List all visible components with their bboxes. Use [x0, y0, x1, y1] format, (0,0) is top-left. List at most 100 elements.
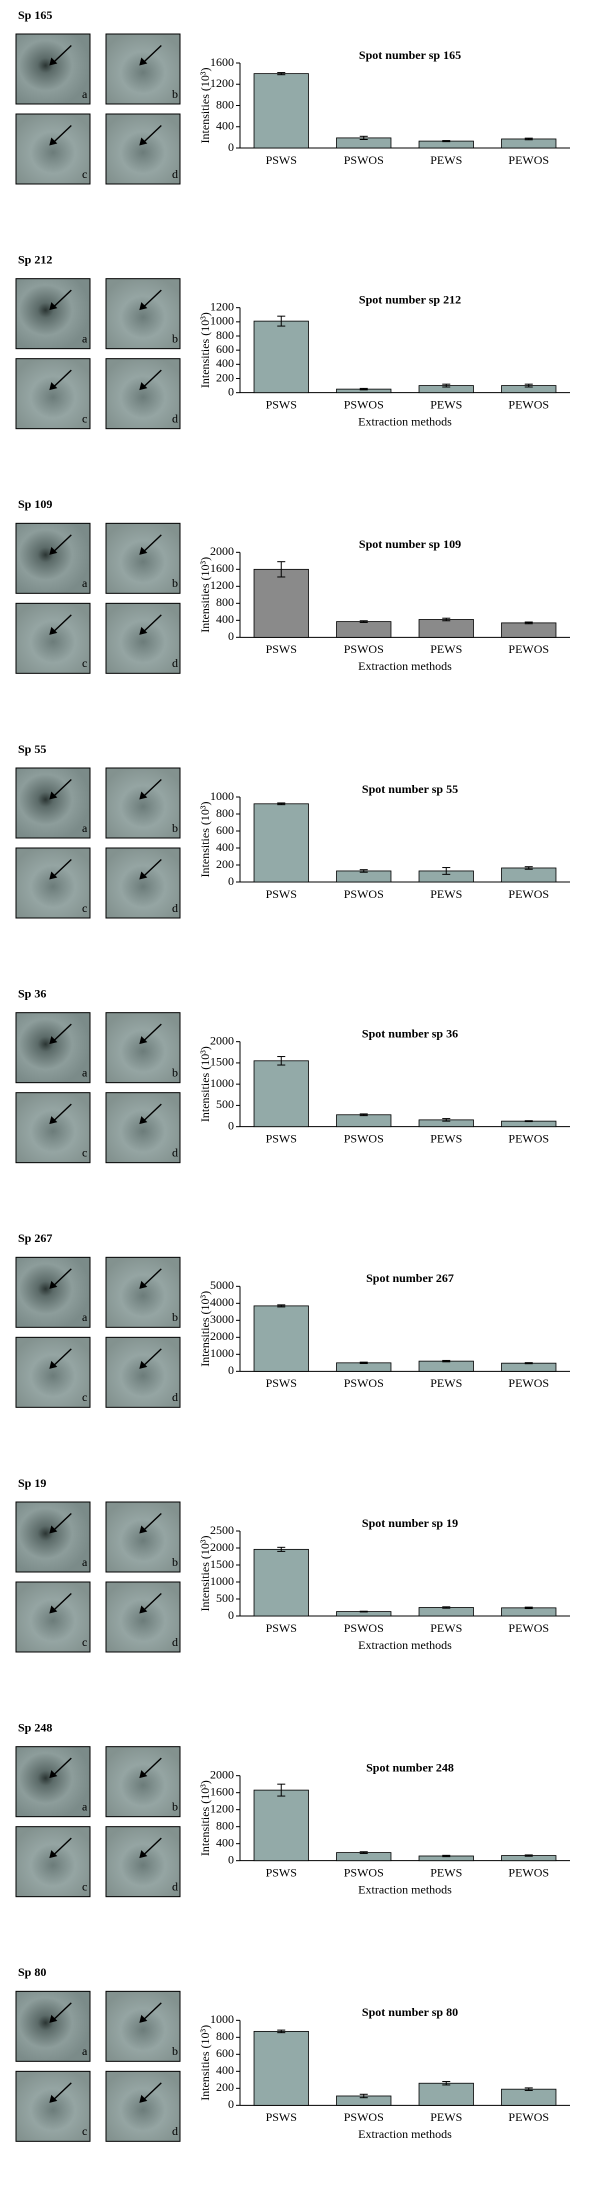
- gel-image: [15, 278, 91, 350]
- bar: [336, 621, 392, 638]
- x-tick-label: PEWOS: [508, 1376, 549, 1390]
- image-letter: b: [172, 1310, 178, 1324]
- spot-label: Sp 19: [18, 1476, 46, 1490]
- arrow-head: [49, 57, 58, 66]
- arrow-head: [49, 1116, 58, 1125]
- x-tick-label: PEWS: [430, 153, 462, 167]
- bar: [501, 867, 557, 883]
- y-tick-label: 400: [216, 840, 234, 854]
- y-tick-label: 800: [216, 328, 234, 342]
- y-axis-label: Intensities (10³): [198, 557, 212, 633]
- arrow: [141, 1023, 162, 1043]
- image-letter: c: [82, 167, 87, 181]
- arrow: [51, 124, 72, 145]
- y-tick-label: 1200: [210, 578, 234, 592]
- bar: [253, 1305, 309, 1372]
- spot-label: Sp 80: [18, 1965, 46, 1979]
- arrow: [141, 289, 162, 309]
- arrow-head: [139, 626, 148, 635]
- bar: [253, 568, 309, 638]
- chart-title: Spot number sp 165: [359, 48, 461, 62]
- bar: [501, 2088, 557, 2106]
- y-tick-label: 0: [228, 2097, 234, 2111]
- y-tick-label: 0: [228, 1118, 234, 1132]
- chart-title: Spot number sp 80: [362, 2005, 458, 2019]
- arrow: [141, 124, 162, 145]
- arrow: [141, 44, 162, 65]
- gel-image: [15, 1990, 91, 2062]
- arrow: [141, 2002, 162, 2022]
- arrow-head: [139, 1770, 148, 1779]
- y-tick-label: 400: [216, 2063, 234, 2077]
- image-letter: c: [82, 1635, 87, 1649]
- y-tick-label: 3000: [210, 1312, 234, 1326]
- image-letter: d: [172, 656, 178, 670]
- y-tick-label: 200: [216, 857, 234, 871]
- y-tick-label: 1000: [210, 2012, 234, 2026]
- y-tick-label: 1600: [210, 561, 234, 575]
- y-tick-label: 800: [216, 806, 234, 820]
- x-tick-label: PEWS: [430, 1865, 462, 1879]
- arrow-head: [49, 302, 58, 311]
- y-tick-label: 400: [216, 1835, 234, 1849]
- x-tick-label: PSWS: [266, 887, 297, 901]
- y-tick-label: 1000: [210, 789, 234, 803]
- x-tick-label: PEWOS: [508, 2110, 549, 2124]
- image-letter: c: [82, 1879, 87, 1893]
- bar: [253, 73, 309, 149]
- image-letter: c: [82, 1145, 87, 1159]
- gel-image: [105, 278, 181, 350]
- gel-image: [105, 1012, 181, 1084]
- arrow-head: [139, 1036, 148, 1045]
- spot-label: Sp 212: [18, 252, 52, 266]
- gel-image: [15, 2070, 91, 2142]
- chart-title: Spot number 267: [366, 1271, 454, 1285]
- y-tick-label: 1200: [210, 76, 234, 90]
- x-tick-label: PEWS: [430, 887, 462, 901]
- x-tick-label: PEWOS: [508, 397, 549, 411]
- image-letter: a: [82, 1799, 88, 1813]
- chart-title: Spot number sp 212: [359, 292, 461, 306]
- y-tick-label: 4000: [210, 1295, 234, 1309]
- y-tick-label: 800: [216, 97, 234, 111]
- bar: [501, 622, 557, 638]
- x-tick-label: PSWS: [266, 153, 297, 167]
- x-tick-label: PEWS: [430, 642, 462, 656]
- gel-image: [105, 2070, 181, 2142]
- arrow: [51, 1837, 72, 1857]
- chart-title: Spot number sp 55: [362, 782, 458, 796]
- gel-image: [15, 767, 91, 839]
- arrow: [51, 1592, 72, 1613]
- arrow-head: [49, 1280, 58, 1289]
- y-tick-label: 500: [216, 1591, 234, 1605]
- gel-image: [105, 602, 181, 674]
- arrow-head: [49, 137, 58, 146]
- image-letter: b: [172, 87, 178, 101]
- arrow-head: [139, 2094, 148, 2103]
- image-letter: d: [172, 1879, 178, 1893]
- gel-image: [15, 847, 91, 919]
- gel-image: [15, 1092, 91, 1164]
- y-tick-label: 2000: [210, 1767, 234, 1781]
- y-tick-label: 1000: [210, 314, 234, 328]
- bar: [253, 1548, 309, 1617]
- arrow-head: [49, 626, 58, 635]
- arrow-head: [49, 382, 58, 391]
- y-axis-label: Intensities (10³): [198, 1291, 212, 1367]
- gel-image: [15, 1012, 91, 1084]
- arrow-head: [49, 1525, 58, 1534]
- bar: [418, 2082, 474, 2106]
- chart-title: Spot number 248: [366, 1760, 454, 1774]
- arrow: [141, 858, 162, 879]
- y-tick-label: 1000: [210, 1574, 234, 1588]
- arrow: [51, 1023, 72, 1043]
- arrow: [51, 289, 72, 309]
- y-tick-label: 1500: [210, 1055, 234, 1069]
- image-letter: a: [82, 1555, 88, 1569]
- image-letter: a: [82, 1310, 88, 1324]
- y-tick-label: 1200: [210, 1801, 234, 1815]
- y-axis-label: Intensities (10³): [198, 1780, 212, 1856]
- image-letter: d: [172, 1635, 178, 1649]
- y-tick-label: 400: [216, 356, 234, 370]
- arrow-head: [139, 2014, 148, 2023]
